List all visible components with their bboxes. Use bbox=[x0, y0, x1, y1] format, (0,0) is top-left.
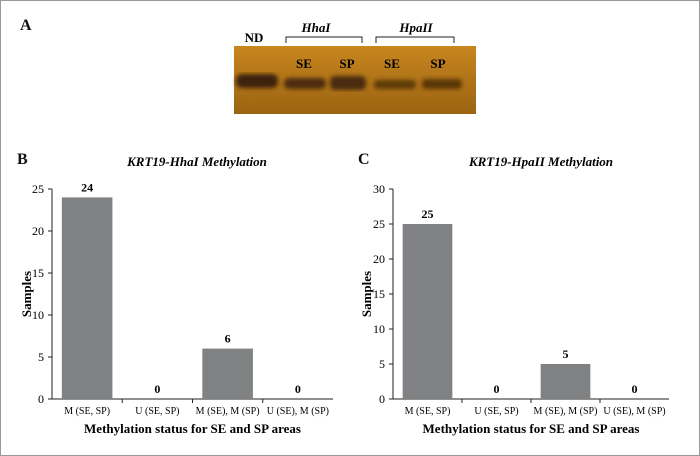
x-tick-label: U (SE), M (SP) bbox=[603, 406, 665, 417]
lane-label-hpaii-se: SE bbox=[384, 56, 400, 71]
lane-label-hhai-se: SE bbox=[296, 56, 312, 71]
x-tick-label: M (SE, SP) bbox=[405, 406, 451, 417]
bar bbox=[402, 224, 453, 399]
bar bbox=[61, 197, 113, 399]
data-label: 25 bbox=[422, 207, 434, 221]
chart-title: KRT19-HpaII Methylation bbox=[468, 154, 613, 169]
data-label: 24 bbox=[81, 180, 93, 194]
enzyme-label-hhai: HhaI bbox=[301, 20, 332, 35]
y-tick-label: 15 bbox=[32, 266, 44, 280]
x-tick-label: M (SE, SP) bbox=[64, 406, 110, 417]
bracket-hpaii bbox=[375, 36, 455, 43]
panel-label-b: B bbox=[17, 151, 28, 168]
y-tick-label: 5 bbox=[38, 350, 44, 364]
y-tick-label: 30 bbox=[373, 182, 385, 196]
y-tick-label: 15 bbox=[373, 287, 385, 301]
panel-label-c: C bbox=[358, 151, 370, 168]
y-tick-label: 5 bbox=[379, 357, 385, 371]
gel-band-nd bbox=[236, 74, 278, 88]
x-tick-label: M (SE), M (SP) bbox=[534, 406, 598, 417]
lane-label-hpaii-sp: SP bbox=[430, 56, 445, 71]
x-tick-label: M (SE), M (SP) bbox=[196, 406, 260, 417]
data-label: 5 bbox=[563, 347, 569, 361]
chart-hpaii-methylation: KRT19-HpaII Methylation 0 5 10 15 20 25 30 25 M (… bbox=[359, 154, 669, 436]
bracket-hhai bbox=[285, 36, 363, 43]
x-tick-label: U (SE, SP) bbox=[135, 406, 179, 417]
data-label: 0 bbox=[154, 382, 160, 396]
panel-label-a: A bbox=[20, 17, 32, 34]
gel-panel: ND HhaI HpaII SE SP SE SP bbox=[234, 20, 476, 114]
gel-bands bbox=[236, 74, 462, 90]
lane-label-nd: ND bbox=[245, 30, 264, 45]
y-tick-label: 0 bbox=[379, 392, 385, 406]
data-label: 0 bbox=[295, 382, 301, 396]
data-label: 0 bbox=[494, 382, 500, 396]
x-axis-label: Methylation status for SE and SP areas bbox=[423, 421, 640, 436]
bar bbox=[202, 348, 253, 399]
y-tick-label: 0 bbox=[38, 392, 44, 406]
y-tick-label: 20 bbox=[32, 224, 44, 238]
data-label: 0 bbox=[632, 382, 638, 396]
y-tick-label: 25 bbox=[32, 182, 44, 196]
x-axis-label: Methylation status for SE and SP areas bbox=[84, 421, 301, 436]
y-tick-label: 20 bbox=[373, 252, 385, 266]
x-tick-label: U (SE), M (SP) bbox=[267, 406, 329, 417]
y-tick-label: 25 bbox=[373, 217, 385, 231]
gel-band-hhai-sp bbox=[330, 76, 366, 90]
enzyme-label-hpaii: HpaII bbox=[398, 20, 433, 35]
gel-band-hhai-se bbox=[284, 78, 326, 89]
data-label: 6 bbox=[225, 332, 231, 346]
y-tick-label: 10 bbox=[32, 308, 44, 322]
y-axis-label: Samples bbox=[19, 271, 34, 317]
chart-title: KRT19-HhaI Methylation bbox=[126, 154, 267, 169]
y-tick-label: 10 bbox=[373, 322, 385, 336]
x-tick-label: U (SE, SP) bbox=[474, 406, 518, 417]
bar bbox=[540, 364, 591, 399]
chart-hhai-methylation: KRT19-HhaI Methylation 0 5 10 15 20 25 24 M (SE,… bbox=[19, 154, 333, 436]
lane-label-hhai-sp: SP bbox=[339, 56, 354, 71]
y-axis-label: Samples bbox=[359, 271, 374, 317]
gel-band-hpaii-se bbox=[374, 80, 416, 89]
gel-band-hpaii-sp bbox=[422, 79, 462, 89]
